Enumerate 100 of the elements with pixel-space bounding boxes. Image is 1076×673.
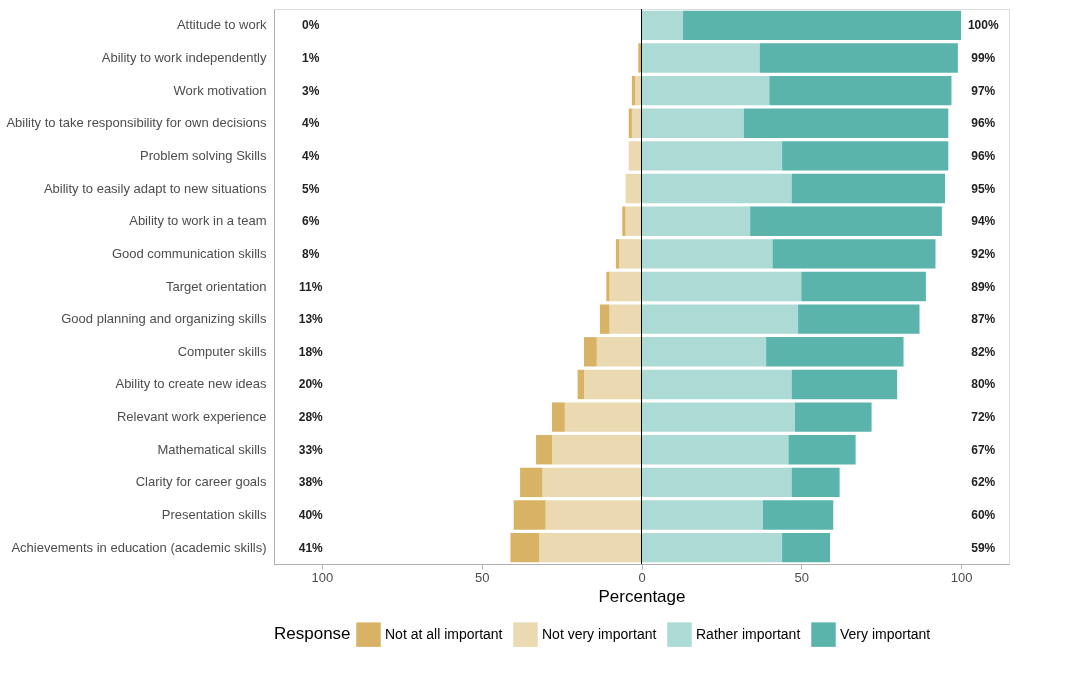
text: 8% [302,246,320,261]
text: 28% [298,410,323,425]
text: 97% [971,83,996,98]
x-tick-label: 0 [638,569,646,585]
bar [782,141,949,171]
bar [625,173,642,204]
bar [794,402,872,432]
y-tick-label: Ability to create new ideas [115,376,267,392]
y-tick-label: Attitude to work [176,17,267,33]
bar [791,173,946,204]
bar [539,532,642,563]
legend-label: Rather important [696,625,801,642]
text: 87% [971,312,996,327]
bar [599,304,610,334]
x-tick-label: 100 [311,569,334,585]
bar [762,500,834,530]
text: 94% [971,214,996,229]
bar [641,141,783,171]
bar [641,500,763,530]
bar [772,239,936,269]
bar [609,271,642,302]
bar [606,271,610,302]
bar [641,271,802,302]
bar [628,108,632,138]
y-tick-label: Computer skills [177,343,267,359]
text: 80% [971,377,996,392]
bar [552,435,642,465]
text: 72% [971,410,996,425]
bar [510,532,540,563]
x-axis-title: Percentage [598,586,686,606]
bar [766,337,904,367]
text: 67% [971,442,996,457]
text: 96% [971,148,996,163]
bar [801,271,926,302]
bar [641,43,760,73]
bar [583,337,597,367]
text: 33% [298,442,323,457]
bar [641,402,795,432]
bar [641,10,684,41]
bar [641,75,770,106]
bar [641,467,792,498]
bar [788,435,856,465]
text: 99% [971,50,996,65]
x-tick-label: 50 [474,569,490,585]
bar [564,402,642,432]
y-tick-label: Ability to work independently [101,49,267,65]
bar [769,75,952,106]
text: 95% [971,181,996,196]
bar [622,206,626,236]
bar [619,239,642,269]
y-tick-label: Ability to easily adapt to new situations [43,180,267,196]
text: 13% [298,312,323,327]
bar [791,467,840,498]
text: 89% [971,279,996,294]
bar [513,500,546,530]
bar [641,369,792,400]
bar [583,369,642,400]
bar [520,467,543,498]
y-tick-label: Work motivation [173,82,267,98]
bar [641,435,789,465]
bar [782,532,831,563]
text: 0% [302,18,320,33]
bar [628,141,642,171]
bar [641,108,744,138]
text: 59% [971,540,996,555]
text: 20% [298,377,323,392]
bar [750,206,942,236]
text: 18% [298,344,323,359]
bar [631,75,636,106]
bar [743,108,949,138]
y-tick-label: Good planning and organizing skills [61,311,267,327]
bar [641,337,767,367]
text: 60% [971,508,996,523]
text: 1% [302,50,320,65]
text: 4% [302,148,320,163]
y-tick-label: Clarity for career goals [135,474,267,490]
bar [641,304,799,334]
bar [552,402,565,432]
y-tick-label: Relevant work experience [116,409,267,425]
bar [596,337,642,367]
text: 40% [298,508,323,523]
y-tick-label: Achievements in education (academic skills) [11,539,267,555]
legend-label: Not very important [542,625,657,642]
text: 100% [967,18,999,33]
bar [625,206,642,236]
legend-label: Very important [840,625,931,642]
bar [545,500,642,530]
bar [615,239,620,269]
text: 3% [302,83,320,98]
y-tick-label: Mathematical skills [157,441,267,457]
bar [536,435,553,465]
bar [683,10,962,41]
legend-title: Response [274,624,351,643]
text: 82% [971,344,996,359]
text: 11% [299,279,323,294]
bar [759,43,958,73]
text: 62% [971,475,996,490]
y-tick-label: Ability to work in a team [129,213,267,229]
text: 96% [971,116,996,131]
y-tick-label: Presentation skills [161,507,267,523]
